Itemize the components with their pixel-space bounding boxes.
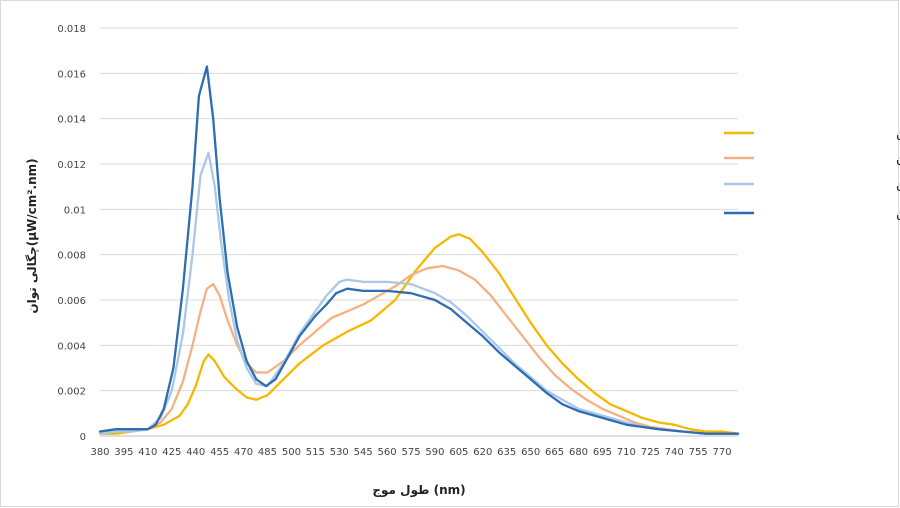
legend-entry: ۱۵۰ لوکس و ۹۹۷۳ کلوین xyxy=(896,206,900,221)
x-tick-label: 770 xyxy=(713,447,732,458)
y-tick-label: 0.006 xyxy=(57,296,86,307)
x-tick-label: 575 xyxy=(401,447,420,458)
x-tick-label: 410 xyxy=(138,447,157,458)
x-tick-label: 500 xyxy=(282,447,301,458)
y-tick-label: 0.016 xyxy=(57,69,86,80)
x-tick-label: 605 xyxy=(449,447,468,458)
x-tick-label: 425 xyxy=(162,447,181,458)
legend-entry: ۱۵۰ لوکس و ۴۰۰۳ کلوین xyxy=(896,151,900,166)
x-tick-label: 710 xyxy=(617,447,636,458)
x-tick-label: 665 xyxy=(545,447,564,458)
x-tick-label: 545 xyxy=(354,447,373,458)
y-tick-label: 0.008 xyxy=(57,251,86,262)
y-tick-label: 0.018 xyxy=(57,24,86,35)
x-tick-label: 530 xyxy=(330,447,349,458)
x-tick-label: 650 xyxy=(521,447,540,458)
x-tick-label: 485 xyxy=(258,447,277,458)
x-tick-label: 515 xyxy=(306,447,325,458)
y-tick-label: 0.002 xyxy=(57,387,86,398)
y-tick-label: 0.012 xyxy=(57,160,86,171)
x-tick-label: 755 xyxy=(689,447,708,458)
x-tick-label: 635 xyxy=(497,447,516,458)
x-tick-label: 395 xyxy=(114,447,133,458)
x-tick-label: 455 xyxy=(210,447,229,458)
x-tick-labels: 380 395 410 425 440 455 470 485 500 515 530 545 560 5… xyxy=(90,447,731,458)
x-tick-label: 620 xyxy=(473,447,492,458)
legend-entry: ۱۵۰ لوکس و ۶۱۳۲ کلوین xyxy=(896,177,900,192)
x-tick-label: 470 xyxy=(234,447,253,458)
series-line xyxy=(98,233,740,435)
y-tick-label: 0.014 xyxy=(57,115,86,126)
series-line xyxy=(98,264,740,435)
series-lines xyxy=(98,65,740,435)
x-tick-label: 680 xyxy=(569,447,588,458)
x-tick-label: 725 xyxy=(641,447,660,458)
series-line xyxy=(98,65,740,435)
x-tick-label: 695 xyxy=(593,447,612,458)
legend-entry: ۱۵۰ لوکس و ۲۸۸۵ کلوین xyxy=(896,126,900,141)
series-line xyxy=(98,151,740,435)
x-axis-title: طول موج (nm) xyxy=(372,483,465,498)
y-tick-label: 0 xyxy=(80,432,86,443)
x-tick-label: 380 xyxy=(90,447,109,458)
y-axis-title: چگالی توان(µW/cm².nm) xyxy=(25,158,40,313)
y-tick-label: 0.01 xyxy=(64,205,86,216)
x-tick-label: 590 xyxy=(425,447,444,458)
x-tick-label: 740 xyxy=(665,447,684,458)
y-tick-label: 0.004 xyxy=(57,341,86,352)
y-tick-labels: 0 0.002 0.004 0.006 0.008 0.01 0.012 0.014 0.016… xyxy=(57,24,86,443)
x-tick-label: 440 xyxy=(186,447,205,458)
gridlines xyxy=(100,27,738,392)
legend: ۱۵۰ لوکس و ۲۸۸۵ کلوین ۱۵۰ لوکس و ۴۰۰۳ کلو… xyxy=(724,126,900,221)
x-tick-label: 560 xyxy=(378,447,397,458)
